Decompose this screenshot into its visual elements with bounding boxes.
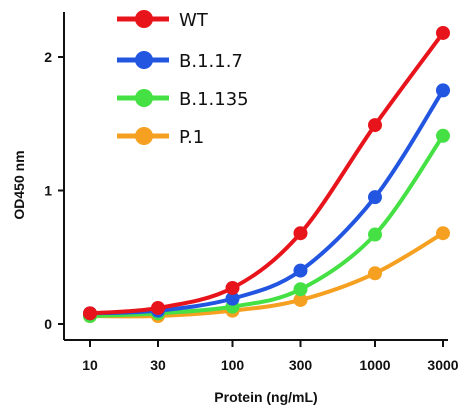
data-point xyxy=(368,190,383,205)
series-wt xyxy=(83,25,450,321)
data-point xyxy=(368,266,383,281)
data-point xyxy=(225,291,240,306)
data-point xyxy=(368,118,383,133)
x-tick-label: 10 xyxy=(82,357,98,373)
legend-label: P.1 xyxy=(179,127,204,148)
x-tick-label: 300 xyxy=(289,357,313,373)
y-tick-label: 1 xyxy=(44,183,52,199)
data-point xyxy=(293,226,308,241)
legend-entry: P.1 xyxy=(117,127,204,148)
data-point xyxy=(150,300,165,315)
series-layer xyxy=(83,25,450,323)
x-ticks: 10 30 100 300 1000 3000 xyxy=(82,340,459,373)
series-line xyxy=(88,88,445,316)
series-line xyxy=(88,231,445,319)
x-axis-title: Protein (ng/mL) xyxy=(214,389,317,405)
x-tick-label: 100 xyxy=(221,357,245,373)
series-b-1-135 xyxy=(83,128,450,323)
x-tick-label: 1000 xyxy=(359,357,390,373)
data-point xyxy=(293,292,308,307)
legend-swatch-marker xyxy=(135,89,153,107)
legend-swatch-marker xyxy=(135,127,153,145)
legend-swatch-marker xyxy=(135,10,153,28)
legend-entry: B.1.135 xyxy=(117,89,249,110)
data-point xyxy=(436,25,450,40)
y-ticks: 0 1 2 xyxy=(44,49,64,332)
data-point xyxy=(436,226,450,241)
data-point xyxy=(83,306,97,321)
data-point xyxy=(368,227,383,242)
series-b-1-1-7 xyxy=(83,83,450,321)
data-point xyxy=(293,263,308,278)
data-point xyxy=(293,282,308,297)
y-tick-label: 2 xyxy=(44,49,52,65)
legend: WT B.1.1.7 B.1.135 P.1 xyxy=(117,10,249,148)
x-tick-label: 30 xyxy=(150,357,166,373)
legend-entry: WT xyxy=(117,10,209,31)
data-point xyxy=(436,83,450,98)
y-axis-title: OD450 nm xyxy=(11,150,27,219)
series-p-1 xyxy=(83,226,450,323)
legend-swatch-marker xyxy=(135,51,153,69)
legend-label: B.1.1.7 xyxy=(179,51,243,72)
x-tick-label: 3000 xyxy=(427,357,458,373)
legend-entry: B.1.1.7 xyxy=(117,51,243,72)
legend-label: WT xyxy=(179,10,209,31)
legend-label: B.1.135 xyxy=(179,89,249,110)
data-point xyxy=(225,280,240,295)
data-point xyxy=(436,128,450,143)
y-tick-label: 0 xyxy=(44,316,52,332)
axes: 0 1 2 10 30 100 300 1000 3000 OD450 nm Protein … xyxy=(11,12,459,405)
